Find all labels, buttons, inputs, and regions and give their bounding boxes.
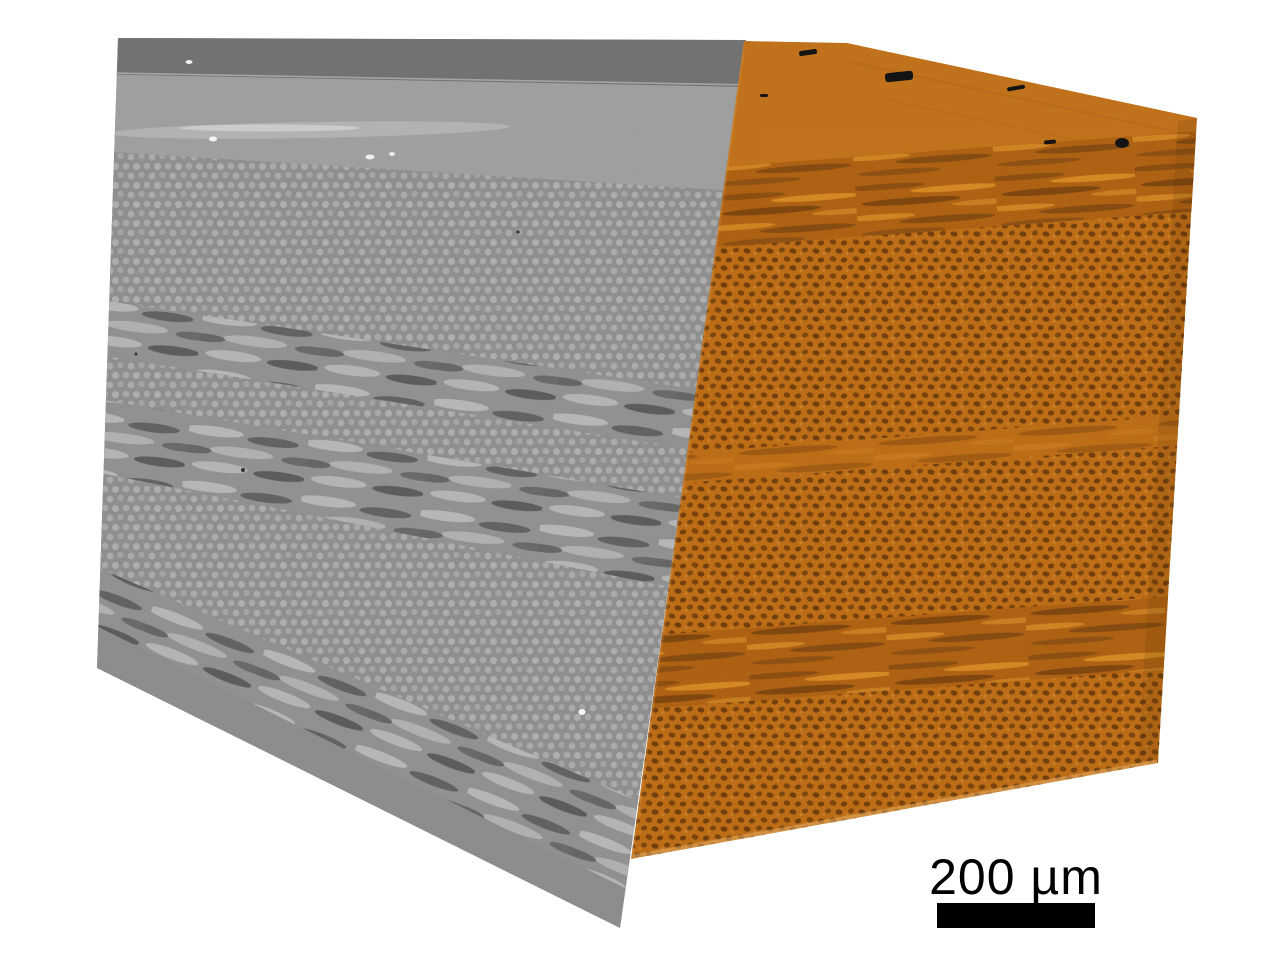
orange-grain-overlay [631,41,1197,859]
orange-volume-panel [631,41,1197,859]
scale-bar-label: 200 µm [929,849,1103,905]
scale-bar-rect [937,903,1095,928]
scale-bar: 200 µm [929,849,1103,928]
